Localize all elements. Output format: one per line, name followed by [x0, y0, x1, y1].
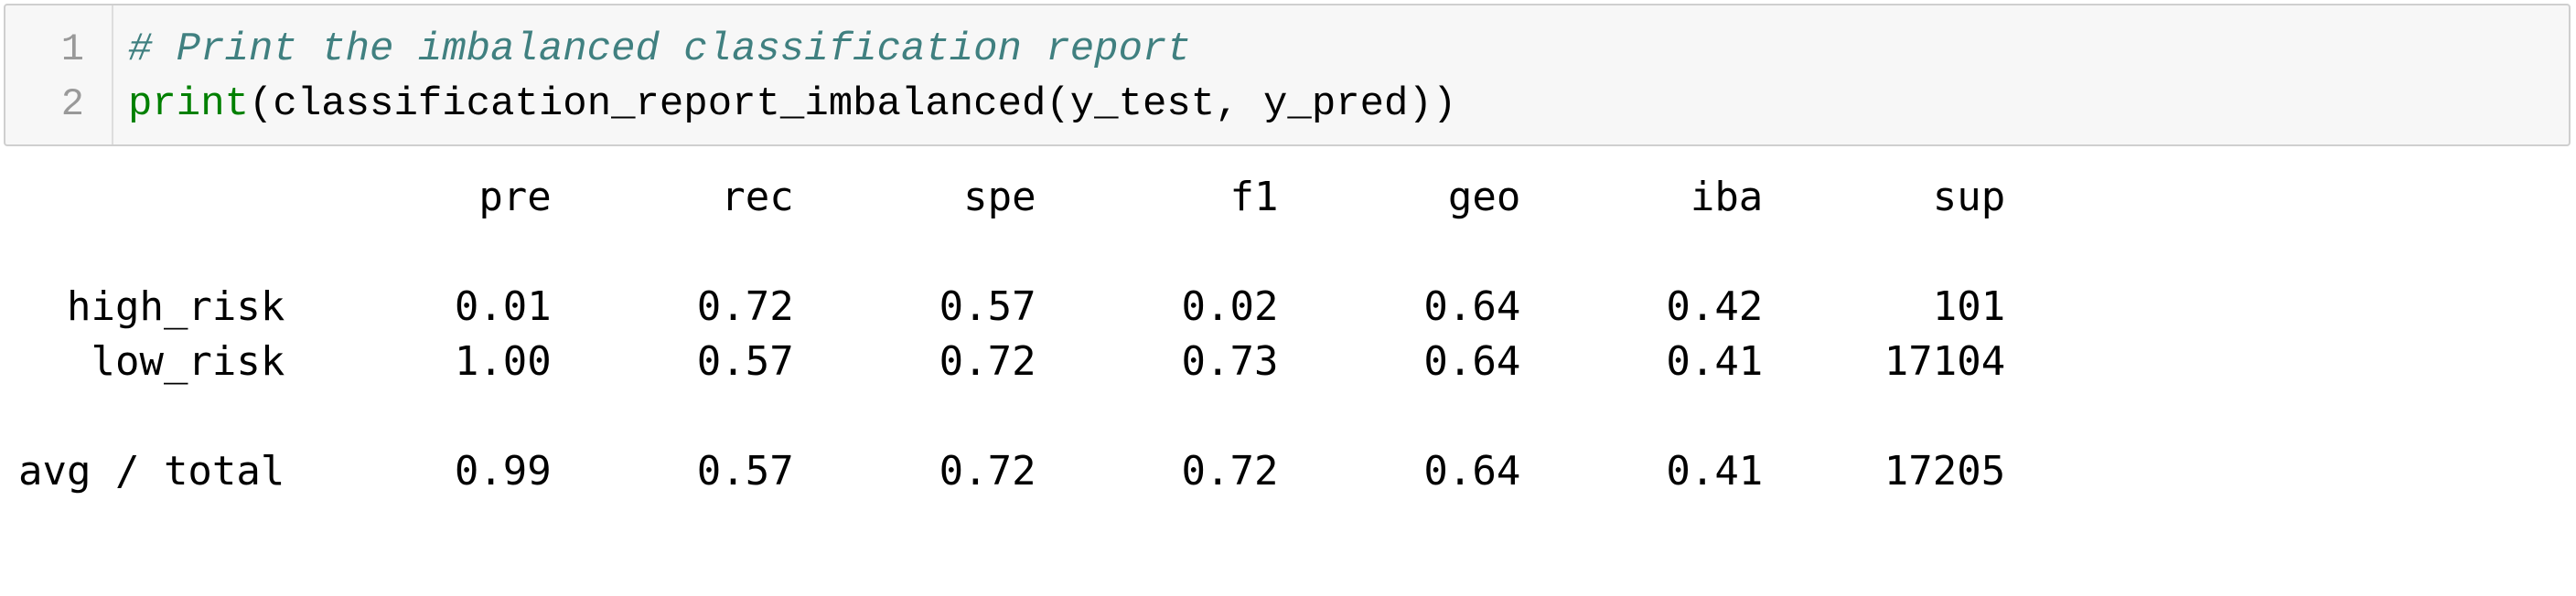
code-comment: # Print the imbalanced classification re… — [128, 27, 1191, 72]
code-call: (classification_report_imbalanced(y_test… — [249, 81, 1457, 127]
line-number-gutter: 1 2 — [5, 5, 113, 144]
line-number: 1 — [60, 27, 84, 71]
code-cell[interactable]: 1 2 # Print the imbalanced classificatio… — [4, 4, 2571, 146]
cell-output: pre rec spe f1 geo iba sup high_risk 0.0… — [0, 155, 2576, 585]
report-row-avg-total: avg / total 0.99 0.57 0.72 0.72 0.64 0.4… — [18, 448, 2006, 495]
report-row-low-risk: low_risk 1.00 0.57 0.72 0.73 0.64 0.41 1… — [18, 338, 2006, 385]
code-line-comment[interactable]: # Print the imbalanced classification re… — [128, 22, 1191, 77]
report-header: pre rec spe f1 geo iba sup — [18, 174, 2006, 220]
code-line-print[interactable]: print(classification_report_imbalanced(y… — [128, 77, 1456, 132]
code-builtin-print: print — [128, 81, 250, 127]
line-number: 2 — [60, 82, 84, 126]
report-row-high-risk: high_risk 0.01 0.72 0.57 0.02 0.64 0.42 … — [18, 283, 2006, 330]
